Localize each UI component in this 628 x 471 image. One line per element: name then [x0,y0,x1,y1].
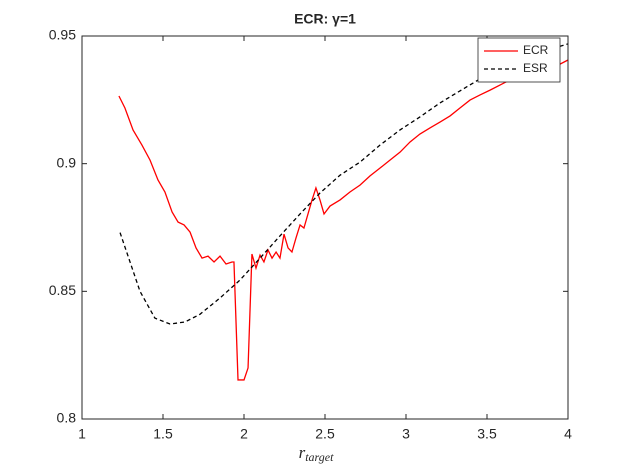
x-tick-label: 3.5 [477,426,497,442]
x-tick-label: 1.5 [153,426,173,442]
y-tick-label: 0.8 [57,410,77,426]
plot-area [82,36,568,419]
y-tick-label: 0.95 [49,27,76,43]
x-tick-label: 4 [564,426,572,442]
y-tick-label: 0.85 [49,282,76,298]
legend-label: ESR [523,61,548,75]
y-tick-label: 0.9 [57,154,77,170]
series-line [118,59,569,381]
legend-label: ECR [523,43,549,57]
legend-box [477,37,561,83]
chart-title: ECR: γ=1 [294,11,356,27]
x-tick-label: 3 [402,426,410,442]
x-tick-label: 2 [240,426,248,442]
legend: ECR ESR [477,37,561,83]
x-tick-label: 1 [78,426,86,442]
x-axis-label: rtarget [299,443,335,464]
x-tick-label: 2.5 [315,426,335,442]
x-axis-label-subscript: target [305,450,334,464]
axes-box [81,35,569,420]
x-axis-label-base: r [299,443,306,462]
